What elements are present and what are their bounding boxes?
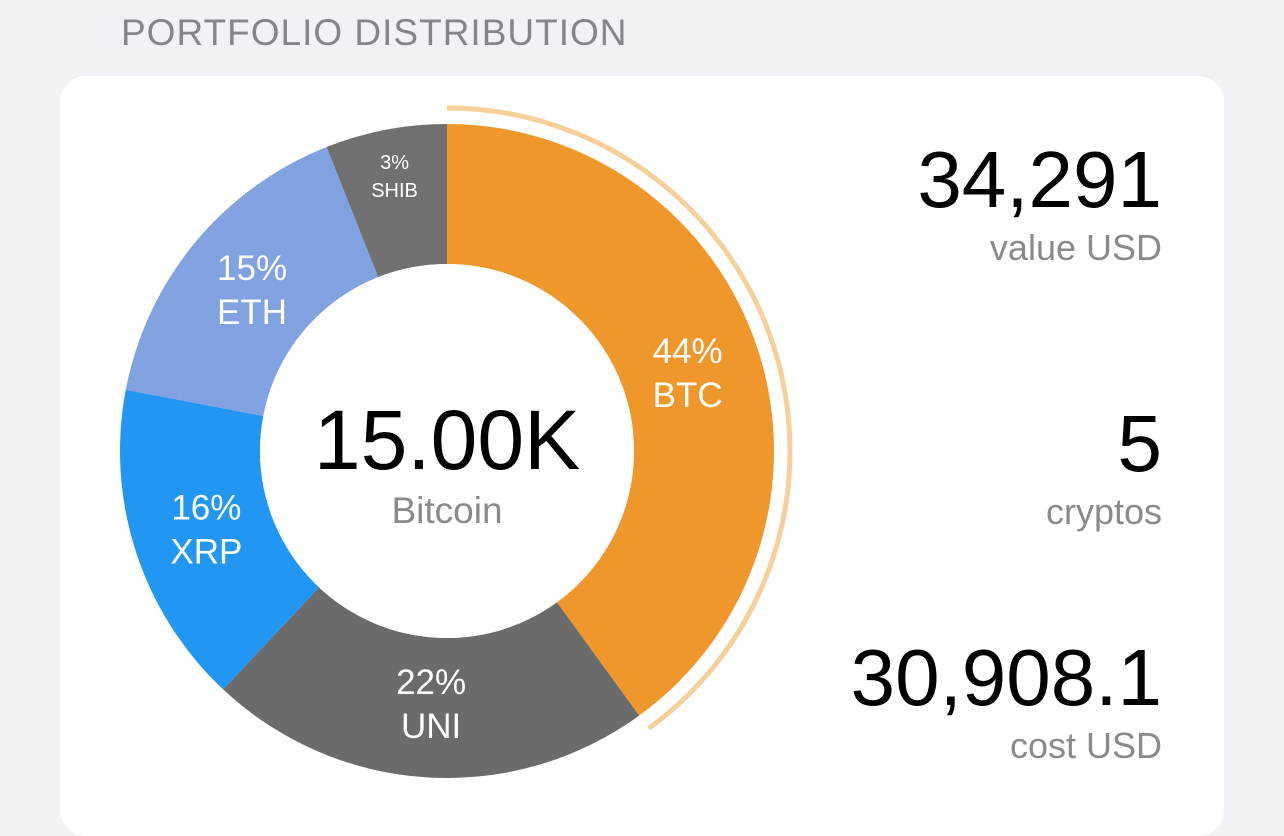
center-name: Bitcoin: [391, 490, 503, 531]
stat-label: cryptos: [1045, 491, 1162, 532]
center-value: 15.00K: [313, 393, 581, 487]
slice-percent-label-btc: 44%: [653, 332, 723, 371]
slice-name-label-eth: ETH: [217, 293, 287, 332]
slice-name-label-btc: BTC: [653, 376, 723, 415]
stat-value-usd: 34,291 value USD: [917, 140, 1162, 266]
slice-percent-label-xrp: 16%: [171, 488, 241, 527]
section-title: PORTFOLIO DISTRIBUTION: [121, 12, 628, 53]
slice-percent-label-uni: 22%: [396, 663, 466, 702]
stat-cost-usd: 30,908.1 cost USD: [851, 638, 1162, 764]
stat-label: value USD: [989, 227, 1162, 268]
slice-name-label-xrp: XRP: [170, 532, 242, 571]
stat-value: 30,908.1: [850, 633, 1162, 722]
slice-name-label-uni: UNI: [401, 707, 461, 746]
donut-slice-uni[interactable]: [223, 587, 640, 778]
stat-label: cost USD: [1009, 725, 1162, 766]
donut-slice-eth[interactable]: [125, 146, 379, 416]
donut-slice-shib[interactable]: [326, 124, 447, 278]
slice-percent-label-eth: 15%: [217, 249, 287, 288]
donut-slice-xrp[interactable]: [120, 389, 319, 690]
slice-name-label-shib: SHIB: [371, 180, 418, 202]
selected-slice-highlight-arc: [446, 105, 793, 731]
stat-value: 5: [1117, 399, 1163, 488]
stat-value: 34,291: [917, 135, 1162, 224]
portfolio-donut-chart: 44% BTC 22% UNI 16% XRP 15% ETH 3% SHIB: [120, 105, 793, 778]
donut-center-hole: [260, 264, 634, 638]
stat-crypto-count: 5 cryptos: [1046, 404, 1162, 530]
slice-percent-label-shib: 3%: [380, 152, 409, 174]
donut-slice-btc[interactable]: [447, 124, 775, 716]
